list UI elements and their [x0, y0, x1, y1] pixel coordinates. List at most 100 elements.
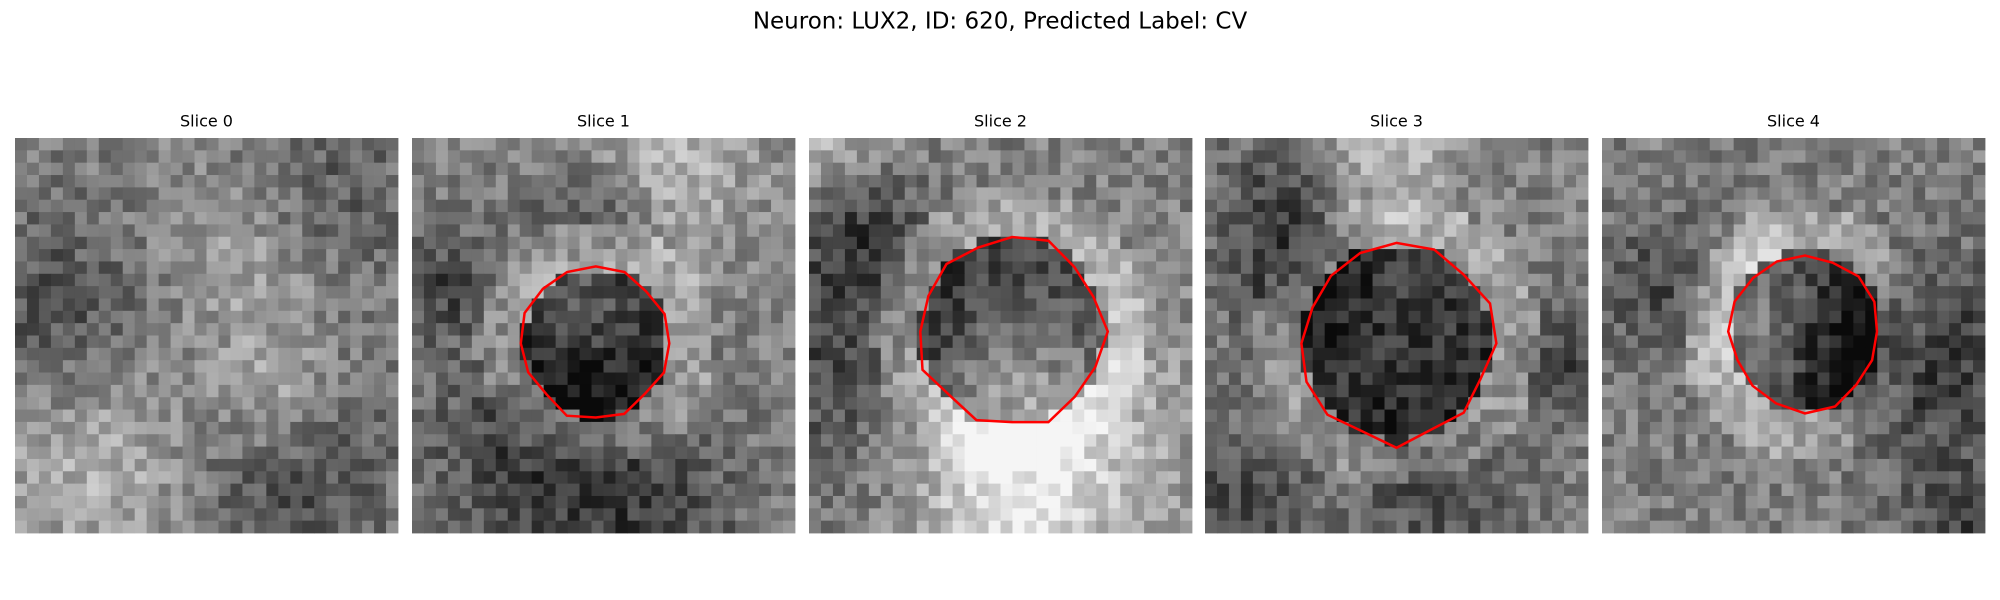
- pixel: [868, 224, 882, 238]
- pixel: [928, 471, 942, 485]
- pixel: [1336, 360, 1350, 373]
- pixel: [338, 273, 351, 287]
- pixel: [302, 138, 315, 151]
- pixel: [1384, 409, 1397, 423]
- pixel: [1156, 347, 1169, 361]
- pixel: [1492, 138, 1505, 151]
- pixel: [1925, 261, 1938, 275]
- pixel: [1396, 372, 1409, 386]
- pixel: [1288, 384, 1302, 398]
- pixel: [374, 360, 387, 373]
- pixel: [699, 471, 712, 485]
- pixel: [1205, 495, 1218, 509]
- pixel: [86, 286, 100, 299]
- pixel: [1072, 446, 1085, 460]
- pixel: [447, 175, 461, 188]
- pixel: [543, 138, 557, 151]
- pixel: [747, 162, 760, 176]
- pixel: [711, 224, 724, 238]
- pixel: [1372, 397, 1385, 410]
- pixel: [1205, 212, 1218, 225]
- pixel: [880, 372, 894, 386]
- pixel: [699, 372, 712, 386]
- pixel: [1396, 347, 1409, 361]
- pixel: [1240, 236, 1254, 250]
- pixel: [1096, 409, 1109, 423]
- pixel: [543, 347, 557, 361]
- pixel: [1168, 471, 1181, 485]
- pixel: [832, 384, 846, 398]
- pixel: [1396, 446, 1409, 460]
- pixel: [266, 335, 279, 349]
- pixel: [555, 212, 568, 225]
- pixel: [1540, 310, 1553, 324]
- pixel: [1300, 483, 1314, 497]
- pixel: [1312, 421, 1326, 435]
- pixel: [1504, 249, 1517, 262]
- pixel: [675, 335, 688, 349]
- pixel: [254, 273, 267, 287]
- pixel: [1492, 249, 1505, 262]
- pixel: [302, 347, 315, 361]
- pixel: [1360, 236, 1373, 250]
- pixel: [711, 397, 724, 410]
- pixel: [615, 236, 628, 250]
- pixel: [1420, 298, 1433, 312]
- pixel: [50, 323, 64, 336]
- pixel: [1552, 286, 1565, 299]
- pixel: [567, 224, 580, 238]
- pixel: [832, 249, 846, 262]
- pixel: [1432, 261, 1445, 275]
- pixel: [1661, 421, 1675, 435]
- pixel: [435, 458, 449, 472]
- pixel: [1564, 212, 1577, 225]
- pixel: [74, 347, 88, 361]
- pixel: [687, 138, 700, 151]
- pixel: [471, 384, 485, 398]
- pixel: [182, 421, 195, 435]
- pixel: [218, 224, 231, 238]
- pixel: [278, 434, 291, 447]
- pixel: [15, 372, 28, 386]
- pixel: [507, 323, 521, 336]
- pixel: [1649, 175, 1663, 188]
- pixel: [158, 409, 171, 423]
- pixel: [1805, 199, 1818, 213]
- pixel: [1288, 446, 1302, 460]
- pixel: [1252, 310, 1266, 324]
- pixel: [1168, 162, 1181, 176]
- pixel: [74, 150, 88, 164]
- pixel: [1456, 483, 1469, 497]
- pixel: [182, 347, 195, 361]
- pixel: [218, 175, 231, 188]
- pixel: [1961, 360, 1974, 373]
- pixel: [1769, 421, 1782, 435]
- pixel: [290, 138, 303, 151]
- pixel: [483, 150, 497, 164]
- pixel: [844, 236, 858, 250]
- pixel: [386, 434, 399, 447]
- pixel: [447, 224, 461, 238]
- pixel: [15, 384, 28, 398]
- pixel: [1144, 434, 1157, 447]
- pixel: [663, 175, 676, 188]
- pixel: [1024, 397, 1037, 410]
- pixel: [759, 434, 772, 447]
- pixel: [1060, 508, 1073, 522]
- pixel: [747, 347, 760, 361]
- pixel: [1168, 199, 1181, 213]
- pixel: [1012, 372, 1025, 386]
- pixel: [699, 520, 712, 534]
- pixel: [1889, 458, 1902, 472]
- pixel: [459, 397, 473, 410]
- pixel: [1793, 360, 1806, 373]
- pixel: [1480, 483, 1493, 497]
- pixel: [1276, 224, 1290, 238]
- pixel: [483, 261, 497, 275]
- pixel: [591, 384, 604, 398]
- pixel: [904, 495, 918, 509]
- pixel: [675, 360, 688, 373]
- pixel: [832, 409, 846, 423]
- pixel: [1817, 347, 1830, 361]
- pixel: [940, 175, 954, 188]
